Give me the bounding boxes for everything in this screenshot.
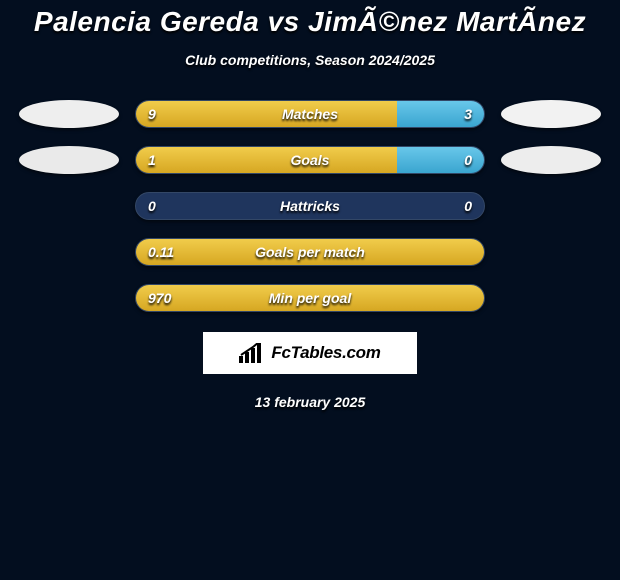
stats-area: 93Matches10Goals00Hattricks0.11Goals per… bbox=[0, 100, 620, 312]
stat-bar: 10Goals bbox=[135, 146, 485, 174]
stat-label: Hattricks bbox=[136, 193, 484, 219]
stat-bar-left-fill bbox=[136, 101, 397, 127]
stat-left-value: 9 bbox=[148, 101, 156, 127]
stat-left-value: 0 bbox=[148, 193, 156, 219]
stat-right-value: 3 bbox=[464, 101, 472, 127]
attribution-text: FcTables.com bbox=[271, 343, 380, 363]
stat-right-value: 0 bbox=[464, 147, 472, 173]
team-badge-right bbox=[501, 100, 601, 128]
attribution-logo: FcTables.com bbox=[203, 332, 417, 374]
stat-left-value: 970 bbox=[148, 285, 171, 311]
stat-right-value: 0 bbox=[464, 193, 472, 219]
stat-row: 970Min per goal bbox=[0, 284, 620, 312]
subtitle: Club competitions, Season 2024/2025 bbox=[0, 52, 620, 68]
stat-bar: 0.11Goals per match bbox=[135, 238, 485, 266]
stat-row: 93Matches bbox=[0, 100, 620, 128]
page-title: Palencia Gereda vs JimÃ©nez MartÃ­nez bbox=[0, 6, 620, 38]
team-badge-left bbox=[19, 100, 119, 128]
stat-left-value: 1 bbox=[148, 147, 156, 173]
stat-bar-left-fill bbox=[136, 239, 484, 265]
stat-row: 0 0Hattricks bbox=[0, 192, 620, 220]
stat-row: 10Goals bbox=[0, 146, 620, 174]
stat-bar: 0 0Hattricks bbox=[135, 192, 485, 220]
stat-row: 0.11Goals per match bbox=[0, 238, 620, 266]
stat-bar: 970Min per goal bbox=[135, 284, 485, 312]
stat-bar-left-fill bbox=[136, 285, 484, 311]
team-badge-right bbox=[501, 146, 601, 174]
barchart-icon bbox=[239, 343, 265, 363]
team-badge-left bbox=[19, 146, 119, 174]
date-line: 13 february 2025 bbox=[0, 394, 620, 410]
stat-left-value: 0.11 bbox=[148, 239, 174, 265]
stat-bar: 93Matches bbox=[135, 100, 485, 128]
stat-bar-left-fill bbox=[136, 147, 397, 173]
